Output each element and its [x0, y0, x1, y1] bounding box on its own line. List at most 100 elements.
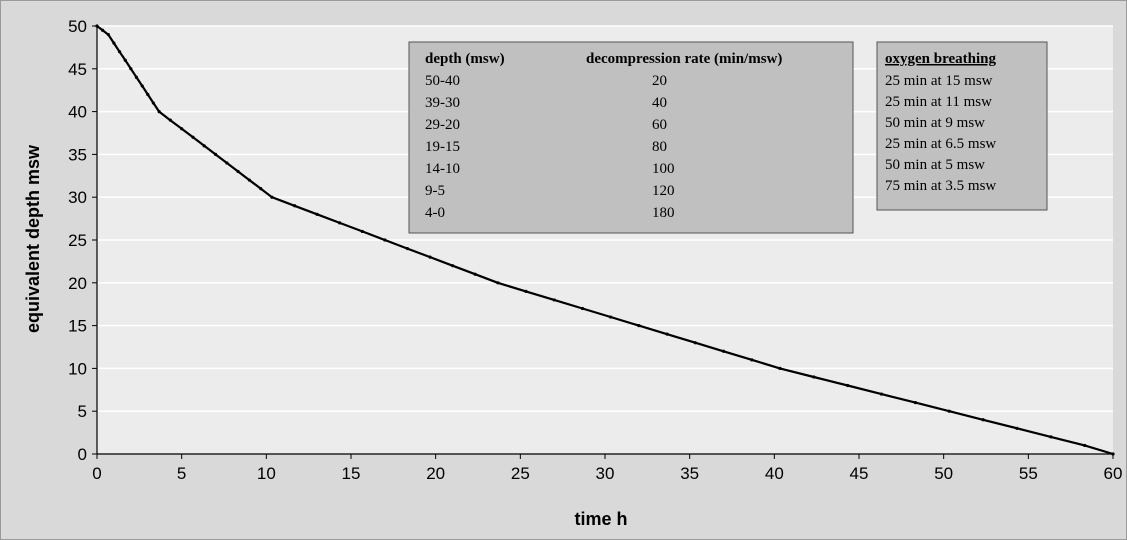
decompression-header-depth: depth (msw): [425, 51, 505, 67]
data-point: [270, 195, 274, 199]
data-point: [665, 332, 669, 336]
series-group: [95, 24, 1115, 456]
y-tick-label: 45: [68, 60, 87, 79]
y-tick-labels: 0 5 10 15 20 25 30 35 40 45 50: [68, 17, 87, 464]
x-tick-labels: 0 5 10 15 20 25 30 35 40 45 50 55 60: [92, 464, 1122, 483]
y-tick-label: 5: [78, 402, 87, 421]
y-tick-label: 50: [68, 17, 87, 36]
data-point: [117, 50, 122, 54]
oxygen-row: 25 min at 15 msw: [885, 73, 993, 89]
y-axis-title: equivalent depth msw: [23, 144, 43, 333]
data-point: [580, 306, 585, 311]
data-point: [913, 401, 917, 405]
series-line: [96, 25, 1114, 456]
decompression-table: depth (msw) decompression rate (min/msw) 5…: [408, 41, 854, 234]
data-point: [451, 264, 455, 268]
oxygen-row: 25 min at 6.5 msw: [885, 136, 996, 152]
data-point: [947, 409, 951, 413]
decompression-rate-cell: 180: [652, 205, 675, 221]
data-point: [315, 212, 319, 216]
y-tick-label: 15: [68, 317, 87, 336]
decompression-rate-cell: 20: [652, 73, 667, 89]
data-point: [721, 349, 726, 353]
x-tick-label: 25: [511, 464, 530, 483]
data-point: [812, 375, 816, 379]
decompression-depth-cell: 29-20: [425, 117, 460, 133]
data-point: [524, 289, 528, 293]
data-point: [846, 383, 850, 388]
data-point: [129, 67, 133, 71]
data-point: [112, 41, 116, 45]
data-point: [552, 298, 556, 302]
data-point: [750, 358, 754, 362]
x-tick-label: 55: [1019, 464, 1038, 483]
decompression-depth-cell: 9-5: [425, 183, 445, 199]
decompression-depth-cell: 19-15: [425, 139, 460, 155]
oxygen-row: 50 min at 9 msw: [885, 115, 985, 131]
decompression-depth-cell: 39-30: [425, 95, 460, 111]
decompression-table-box: [408, 41, 854, 234]
data-point: [247, 178, 251, 182]
decompression-rate-cell: 120: [652, 183, 675, 199]
data-point: [180, 127, 184, 131]
data-point: [473, 272, 477, 276]
x-tick-label: 15: [342, 464, 361, 483]
data-point: [405, 246, 409, 251]
y-tick-label: 30: [68, 188, 87, 207]
x-axis-title: time h: [574, 509, 627, 529]
oxygen-row: 25 min at 11 msw: [885, 94, 992, 110]
data-point: [191, 135, 195, 139]
data-point: [496, 281, 500, 285]
decompression-rate-cell: 40: [652, 95, 667, 111]
x-tick-label: 10: [257, 464, 276, 483]
data-point: [1049, 435, 1053, 439]
data-point: [140, 84, 144, 88]
data-point: [168, 118, 172, 122]
x-tick-label: 50: [934, 464, 953, 483]
data-point: [95, 24, 99, 28]
data-point: [778, 366, 782, 370]
data-point: [157, 110, 161, 114]
data-point: [134, 75, 139, 79]
data-point: [225, 161, 229, 165]
data-point: [693, 341, 697, 345]
oxygen-table-title: oxygen breathing: [885, 51, 996, 67]
x-tick-label: 5: [177, 464, 186, 483]
decompression-rate-cell: 80: [652, 139, 667, 155]
data-point: [1015, 426, 1019, 430]
data-point: [202, 144, 206, 148]
data-point: [338, 221, 342, 225]
decompression-rate-cell: 100: [652, 161, 675, 177]
x-tick-label: 30: [596, 464, 615, 483]
data-point: [259, 187, 263, 191]
data-point: [213, 152, 218, 156]
y-tick-label: 20: [68, 274, 87, 293]
x-tick-label: 45: [850, 464, 869, 483]
data-point: [1083, 443, 1087, 448]
data-point: [236, 169, 240, 174]
oxygen-row: 75 min at 3.5 msw: [885, 178, 996, 194]
oxygen-row: 50 min at 5 msw: [885, 157, 985, 173]
x-tick-label: 20: [426, 464, 445, 483]
data-point: [151, 101, 155, 105]
y-tick-label: 10: [68, 359, 87, 378]
decompression-header-rate: decompression rate (min/msw): [586, 51, 782, 67]
data-point: [608, 315, 613, 319]
data-point: [360, 229, 364, 234]
x-tick-label: 60: [1104, 464, 1123, 483]
x-tick-label: 40: [765, 464, 784, 483]
y-tick-label: 25: [68, 231, 87, 250]
y-tick-label: 35: [68, 145, 87, 164]
data-point: [428, 255, 432, 259]
decompression-depth-cell: 4-0: [425, 205, 445, 221]
data-point: [293, 204, 297, 208]
data-point: [383, 238, 387, 242]
data-point: [106, 32, 110, 37]
data-point: [146, 92, 150, 97]
oxygen-breathing-table: oxygen breathing 25 min at 15 msw 25 min a…: [876, 41, 1048, 211]
data-point: [981, 418, 985, 422]
decompression-rate-cell: 60: [652, 117, 667, 133]
axes: [92, 25, 1114, 459]
